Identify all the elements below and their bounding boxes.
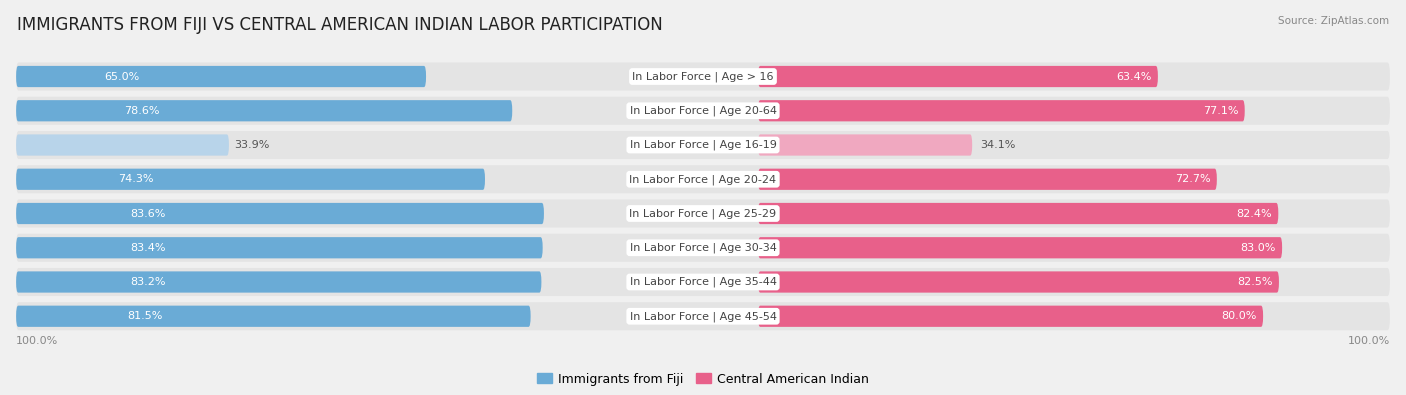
FancyBboxPatch shape [758, 134, 972, 156]
Text: In Labor Force | Age 20-64: In Labor Force | Age 20-64 [630, 105, 776, 116]
Text: 77.1%: 77.1% [1204, 106, 1239, 116]
FancyBboxPatch shape [15, 169, 485, 190]
Text: 81.5%: 81.5% [128, 311, 163, 321]
Text: 78.6%: 78.6% [124, 106, 159, 116]
FancyBboxPatch shape [15, 199, 1391, 228]
Text: In Labor Force | Age 20-24: In Labor Force | Age 20-24 [630, 174, 776, 184]
FancyBboxPatch shape [15, 100, 512, 121]
Text: 65.0%: 65.0% [104, 71, 141, 81]
Text: 83.2%: 83.2% [131, 277, 166, 287]
FancyBboxPatch shape [758, 237, 1282, 258]
Text: 100.0%: 100.0% [15, 336, 59, 346]
Text: In Labor Force | Age 45-54: In Labor Force | Age 45-54 [630, 311, 776, 322]
FancyBboxPatch shape [758, 100, 1244, 121]
FancyBboxPatch shape [758, 271, 1279, 293]
FancyBboxPatch shape [15, 66, 426, 87]
Text: Source: ZipAtlas.com: Source: ZipAtlas.com [1278, 16, 1389, 26]
Text: In Labor Force | Age 16-19: In Labor Force | Age 16-19 [630, 140, 776, 150]
Text: 72.7%: 72.7% [1175, 174, 1211, 184]
Text: 34.1%: 34.1% [980, 140, 1015, 150]
FancyBboxPatch shape [15, 62, 1391, 90]
FancyBboxPatch shape [15, 306, 530, 327]
FancyBboxPatch shape [15, 234, 1391, 262]
Text: 63.4%: 63.4% [1116, 71, 1152, 81]
FancyBboxPatch shape [15, 268, 1391, 296]
FancyBboxPatch shape [15, 302, 1391, 330]
Legend: Immigrants from Fiji, Central American Indian: Immigrants from Fiji, Central American I… [531, 368, 875, 391]
Text: In Labor Force | Age 30-34: In Labor Force | Age 30-34 [630, 243, 776, 253]
Text: 83.4%: 83.4% [131, 243, 166, 253]
Text: In Labor Force | Age 25-29: In Labor Force | Age 25-29 [630, 208, 776, 219]
Text: 83.6%: 83.6% [131, 209, 166, 218]
Text: 80.0%: 80.0% [1222, 311, 1257, 321]
FancyBboxPatch shape [758, 203, 1278, 224]
Text: IMMIGRANTS FROM FIJI VS CENTRAL AMERICAN INDIAN LABOR PARTICIPATION: IMMIGRANTS FROM FIJI VS CENTRAL AMERICAN… [17, 16, 662, 34]
FancyBboxPatch shape [15, 165, 1391, 193]
Text: 33.9%: 33.9% [235, 140, 270, 150]
FancyBboxPatch shape [15, 131, 1391, 159]
Text: 82.5%: 82.5% [1237, 277, 1272, 287]
FancyBboxPatch shape [15, 271, 541, 293]
FancyBboxPatch shape [758, 306, 1263, 327]
FancyBboxPatch shape [15, 203, 544, 224]
FancyBboxPatch shape [15, 237, 543, 258]
Text: 100.0%: 100.0% [1347, 336, 1391, 346]
FancyBboxPatch shape [15, 97, 1391, 125]
Text: In Labor Force | Age > 16: In Labor Force | Age > 16 [633, 71, 773, 82]
Text: 83.0%: 83.0% [1240, 243, 1275, 253]
Text: 82.4%: 82.4% [1236, 209, 1272, 218]
FancyBboxPatch shape [758, 169, 1216, 190]
Text: In Labor Force | Age 35-44: In Labor Force | Age 35-44 [630, 277, 776, 287]
Text: 74.3%: 74.3% [118, 174, 153, 184]
FancyBboxPatch shape [758, 66, 1159, 87]
FancyBboxPatch shape [15, 134, 229, 156]
